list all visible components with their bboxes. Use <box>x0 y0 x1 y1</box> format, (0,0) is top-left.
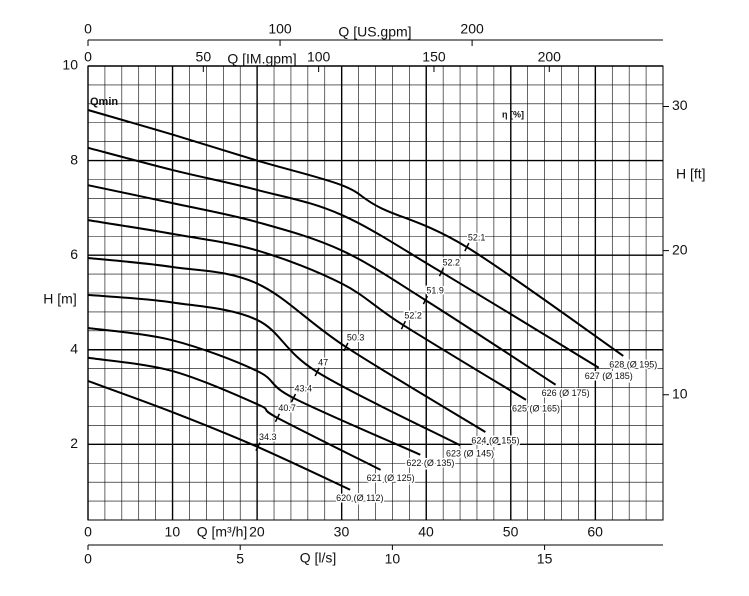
efficiency-marker <box>438 267 445 277</box>
pump-curve <box>87 293 461 447</box>
efficiency-marker <box>400 320 407 330</box>
pump-curve <box>87 184 557 386</box>
efficiency-marker <box>464 242 470 252</box>
x-tick-label: 30 <box>334 524 350 540</box>
efficiency-marker <box>255 442 261 452</box>
curve-label: 628 (Ø 195) <box>609 359 657 369</box>
imgpm-tick-label: 200 <box>538 49 562 65</box>
usgpm-tick-label: 200 <box>460 21 484 37</box>
curve-label: 622 (Ø 135) <box>406 458 454 468</box>
pump-curve <box>87 146 600 369</box>
imgpm-tick-label: 100 <box>307 49 331 65</box>
y-tick-label: 6 <box>70 246 78 262</box>
efficiency-label: 34.3 <box>259 432 277 442</box>
usgpm-tick-label: 0 <box>84 21 92 37</box>
x-tick-label: 0 <box>84 524 92 540</box>
usgpm-tick-label: 100 <box>268 21 292 37</box>
y-tick-label: 10 <box>62 57 78 73</box>
efficiency-marker <box>422 295 429 305</box>
ft-tick-label: 10 <box>672 385 688 401</box>
imgpm-tick-label: 150 <box>422 49 446 65</box>
ft-tick-label: 30 <box>672 97 688 113</box>
efficiency-label: 47 <box>318 357 328 367</box>
y-tick-label: 2 <box>70 435 78 451</box>
eta-label: η [%] <box>502 109 524 119</box>
pump-curve <box>87 219 527 401</box>
pump-curve <box>87 356 382 471</box>
curve-label: 626 (Ø 175) <box>542 388 590 398</box>
curve-label: 621 (Ø 125) <box>367 473 415 483</box>
efficiency-label: 52.2 <box>442 258 460 268</box>
efficiency-marker <box>314 367 320 377</box>
ft-tick-label: 20 <box>672 241 688 257</box>
efficiency-marker <box>290 393 297 403</box>
curve-label: 620 (Ø 112) <box>336 493 383 503</box>
efficiency-label: 50.3 <box>347 332 365 342</box>
x-axis-title: Q [m³/h] <box>197 524 248 540</box>
pump-curve <box>87 109 624 357</box>
efficiency-label: 52.1 <box>468 233 486 243</box>
ls-tick-label: 15 <box>537 551 553 567</box>
curve-label: 627 (Ø 185) <box>585 371 633 381</box>
curve-label: 625 (Ø 165) <box>512 403 560 413</box>
imgpm-tick-label: 0 <box>84 49 92 65</box>
efficiency-marker <box>343 342 349 352</box>
pump-curve <box>87 380 351 491</box>
ls-tick-label: 10 <box>385 551 401 567</box>
x-tick-label: 50 <box>503 524 519 540</box>
x-tick-label: 10 <box>165 524 181 540</box>
curve-label: 623 (Ø 145) <box>446 449 494 459</box>
y-tick-label: 4 <box>70 340 78 356</box>
qmin-label: Qmin <box>90 96 118 108</box>
x-tick-label: 60 <box>587 524 603 540</box>
efficiency-label: 52.2 <box>404 311 422 321</box>
y-axis-title: H [m] <box>43 291 76 307</box>
bottom-axis-title: Q [l/s] <box>300 550 337 566</box>
ls-tick-label: 0 <box>84 551 92 567</box>
x-tick-label: 40 <box>418 524 434 540</box>
y2-axis-title: H [ft] <box>676 166 706 182</box>
efficiency-marker <box>274 413 281 423</box>
pump-curve <box>87 257 486 433</box>
imgpm-tick-label: 50 <box>196 49 212 65</box>
efficiency-label: 43.4 <box>294 383 312 393</box>
ls-tick-label: 5 <box>236 551 244 567</box>
top-axis-title: Q [US.gpm] <box>338 24 411 40</box>
pump-curve <box>87 327 421 456</box>
efficiency-label: 51.9 <box>426 285 444 295</box>
x-tick-label: 20 <box>249 524 265 540</box>
efficiency-label: 40.7 <box>278 403 296 413</box>
second-axis-title: Q [IM.gpm] <box>227 51 296 67</box>
plot-frame <box>87 65 664 521</box>
curve-label: 624 (Ø 155) <box>471 435 519 445</box>
y-tick-label: 8 <box>70 151 78 167</box>
